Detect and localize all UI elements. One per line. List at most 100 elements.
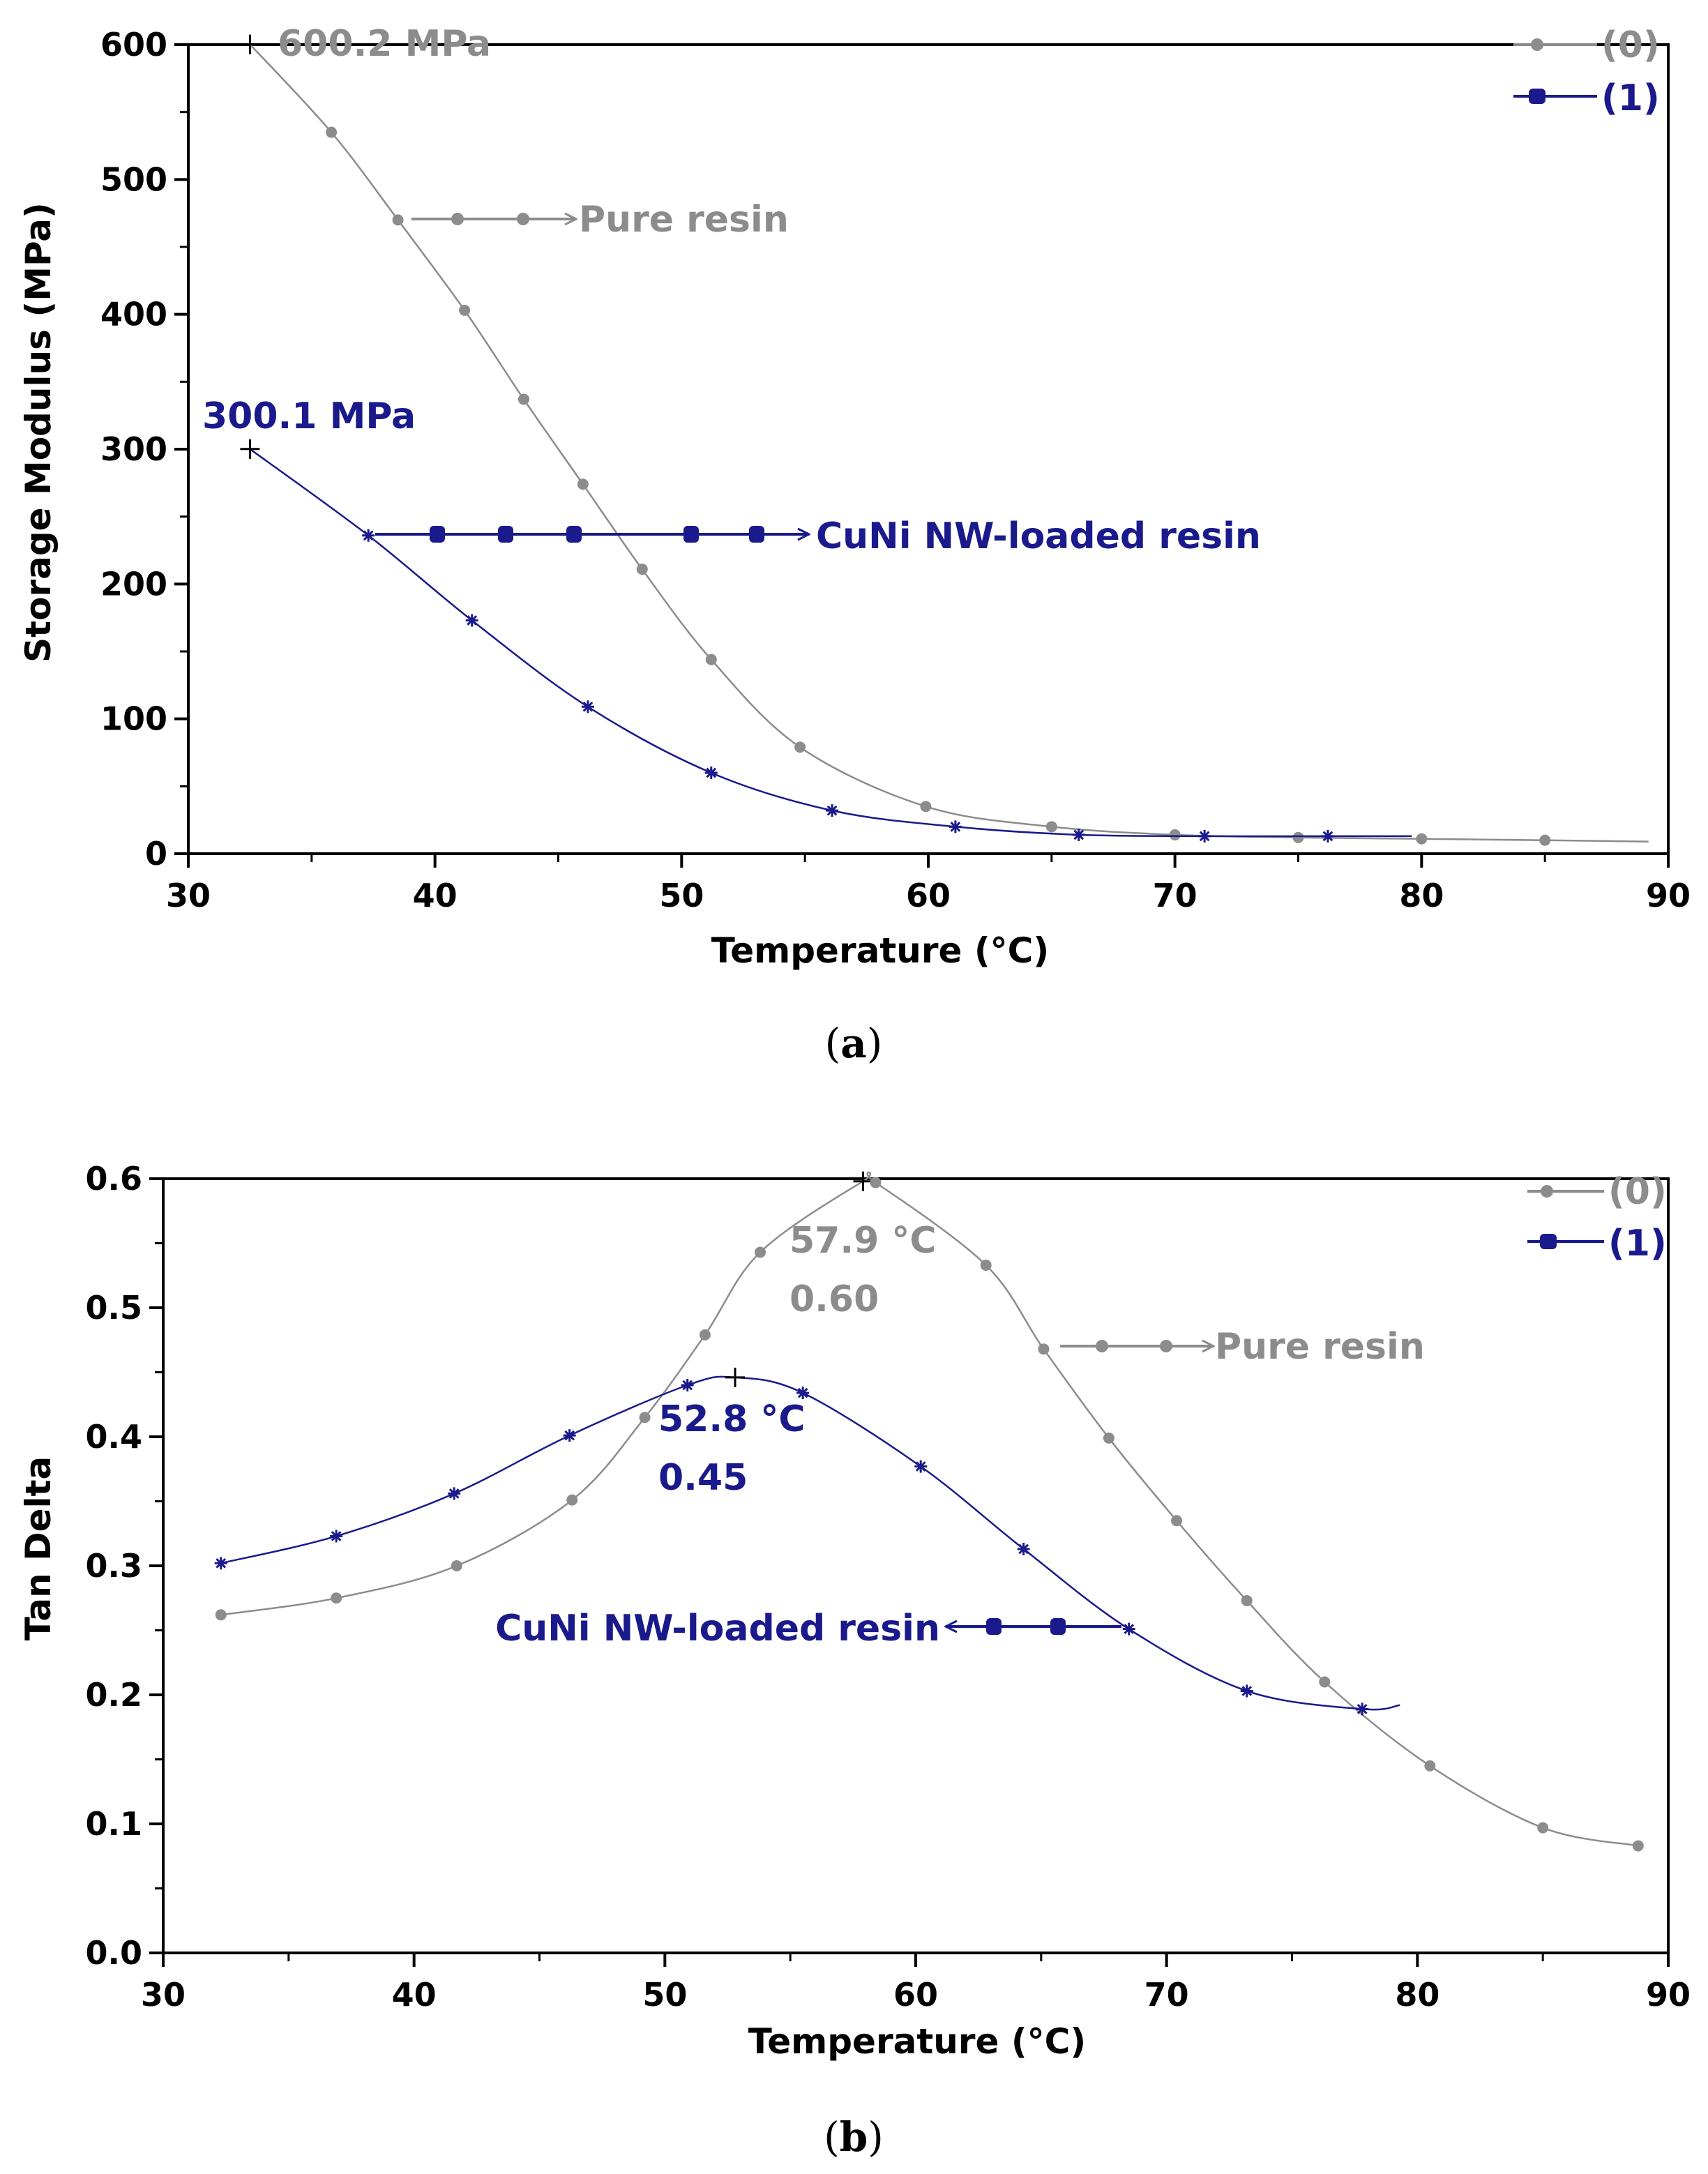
plot-border	[162, 1177, 1670, 1954]
data-point-0	[1539, 834, 1551, 846]
annotation-peak-value-pure: 0.60	[789, 1278, 879, 1320]
arrow-marker	[986, 1618, 1002, 1635]
axes-frame	[162, 1177, 1670, 1954]
annotation-peak-value-cuni: 0.45	[658, 1457, 748, 1499]
x-tick-label: 90	[1646, 1976, 1691, 2014]
data-point-0	[215, 1609, 227, 1621]
x-axis-ticks: 30 40 50 60 70 80 90	[141, 1953, 1691, 2014]
y-axis-title: Tan Delta	[18, 1456, 59, 1641]
data-point-1	[826, 804, 839, 817]
peak-marker-0	[853, 1171, 873, 1191]
plot-border	[187, 43, 1670, 855]
data-point-0	[1169, 829, 1181, 840]
data-point-0	[1045, 821, 1057, 833]
data-point-0	[699, 1329, 711, 1341]
label-cuni-resin: CuNi NW-loaded resin	[816, 515, 1261, 557]
series-line-1	[249, 448, 1412, 838]
data-point-0	[636, 564, 648, 575]
x-axis-title: Temperature (°C)	[748, 2021, 1086, 2062]
data-point-0	[980, 1259, 992, 1271]
y-tick-label: 600	[100, 26, 167, 63]
peak-marker-1	[240, 439, 260, 459]
data-point-0	[1171, 1515, 1183, 1527]
y-tick-label: 0.3	[86, 1547, 143, 1585]
y-tick-label: 0.1	[86, 1805, 143, 1843]
data-point-1	[330, 1530, 343, 1543]
data-point-1	[563, 1429, 576, 1442]
arrow-marker	[517, 213, 529, 225]
x-tick-label: 80	[1395, 1976, 1439, 2014]
annotations: 600.2 MPa 300.1 MPa Pure resin CuNi NW-l…	[202, 23, 1261, 557]
legend-marker-1	[1529, 89, 1545, 104]
legend-label-1: (1)	[1601, 77, 1660, 119]
data-point-0	[392, 214, 404, 226]
y-tick-label: 0.4	[86, 1418, 143, 1456]
y-axis-title: Storage Modulus (MPa)	[18, 202, 59, 663]
series-group	[240, 34, 1649, 846]
x-tick-label: 30	[166, 877, 211, 914]
data-point-1	[681, 1379, 694, 1391]
y-axis-ticks: 0 100 200 300 400 500 600	[100, 26, 188, 873]
arrow-marker	[1050, 1618, 1066, 1635]
label-pure-resin: Pure resin	[579, 199, 789, 241]
x-tick-label: 40	[392, 1976, 437, 2014]
y-tick-label: 300	[100, 430, 167, 468]
legend-marker-0	[1541, 1185, 1553, 1198]
data-point-1	[1072, 828, 1085, 841]
legend-marker-1	[1540, 1234, 1557, 1249]
label-pure-resin: Pure resin	[1215, 1326, 1425, 1368]
x-axis-title: Temperature (°C)	[711, 930, 1049, 971]
y-tick-label: 0.6	[86, 1160, 143, 1198]
data-point-1	[704, 767, 718, 779]
y-tick-label: 200	[100, 565, 167, 603]
legend: (0) (1)	[1513, 24, 1660, 119]
data-point-1	[1356, 1703, 1369, 1716]
data-point-1	[1122, 1622, 1135, 1636]
data-point-0	[1424, 1760, 1436, 1772]
data-point-0	[331, 1592, 342, 1604]
peak-marker-0	[240, 34, 260, 54]
arrow-marker	[451, 213, 464, 225]
data-point-1	[1017, 1542, 1030, 1555]
data-point-0	[517, 393, 529, 405]
data-point-1	[214, 1557, 227, 1570]
x-tick-label: 60	[906, 877, 951, 914]
y-tick-label: 0.0	[86, 1934, 143, 1972]
arrow-marker	[566, 526, 582, 543]
data-point-0	[451, 1560, 462, 1571]
y-tick-label: 0.5	[86, 1289, 143, 1327]
data-point-1	[1321, 829, 1334, 843]
y-axis-ticks: 0.0 0.1 0.2 0.3 0.4 0.5 0.6	[86, 1160, 163, 1972]
series-line-0	[249, 43, 1649, 843]
y-tick-label: 100	[100, 700, 167, 738]
data-point-1	[949, 820, 962, 833]
data-point-0	[755, 1246, 766, 1258]
series-line-1	[220, 1375, 1400, 1711]
data-point-1	[1240, 1684, 1253, 1698]
peak-marker-1	[725, 1367, 746, 1387]
annotation-peak-cuni: 300.1 MPa	[202, 395, 416, 437]
arrow-marker	[683, 526, 699, 543]
axes-frame	[187, 43, 1670, 855]
arrow-marker	[498, 526, 513, 543]
chart-storage-modulus: 30 40 50 60 70 80 90 0 100 200 300 400 500 600 600.2…	[18, 23, 1691, 1067]
series-group	[214, 1171, 1644, 1852]
x-tick-label: 50	[659, 877, 704, 914]
data-point-0	[1038, 1343, 1050, 1355]
panel-caption-b-letter: b	[840, 2113, 868, 2161]
data-point-0	[577, 478, 589, 490]
data-point-1	[362, 529, 375, 542]
data-point-0	[566, 1494, 578, 1506]
data-point-0	[1632, 1840, 1644, 1852]
arrow-marker	[749, 526, 764, 543]
data-point-0	[1537, 1822, 1549, 1834]
annotation-peak-pure: 600.2 MPa	[278, 23, 491, 65]
annotation-peak-temp-pure: 57.9 °C	[789, 1220, 937, 1262]
annotations: 57.9 °C 0.60 52.8 °C 0.45 Pure resin CuN…	[495, 1220, 1425, 1650]
x-tick-label: 70	[1153, 877, 1197, 914]
series-line-0	[220, 1171, 1639, 1847]
data-point-1	[465, 614, 478, 627]
panel-caption-b: (b)	[824, 2113, 884, 2161]
y-tick-label: 0.2	[86, 1676, 143, 1714]
data-point-0	[794, 741, 806, 753]
